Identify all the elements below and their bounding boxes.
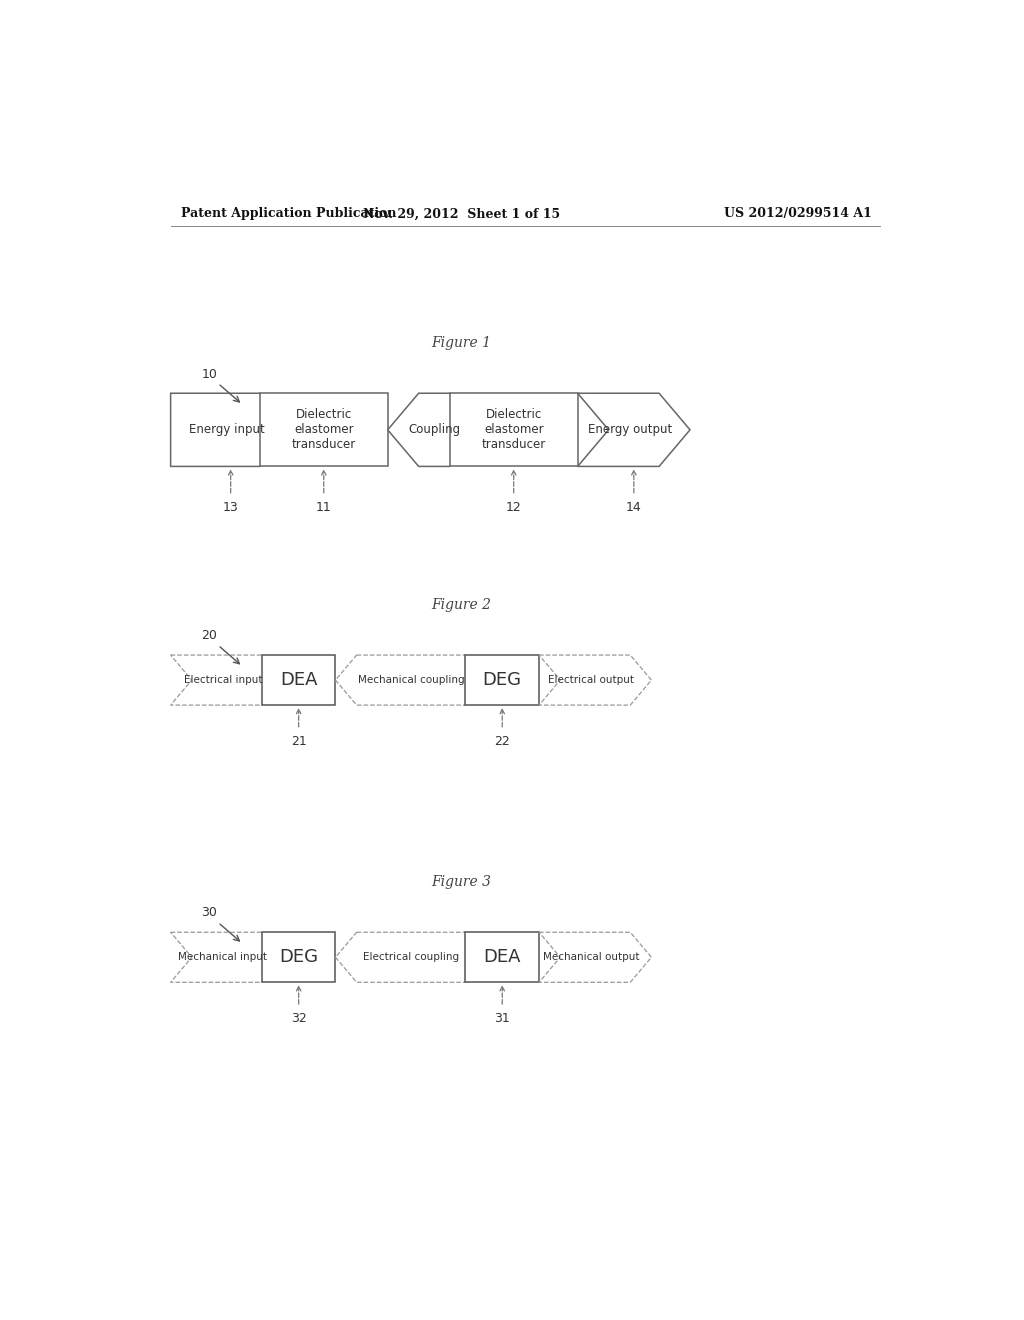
- Text: DEA: DEA: [280, 671, 317, 689]
- Text: 21: 21: [291, 735, 306, 748]
- Bar: [450, 393, 578, 466]
- Text: 11: 11: [315, 502, 332, 515]
- Polygon shape: [578, 393, 690, 466]
- Text: Electrical coupling: Electrical coupling: [362, 952, 459, 962]
- Text: Dielectric
elastomer
transducer: Dielectric elastomer transducer: [292, 408, 356, 451]
- Polygon shape: [539, 655, 651, 705]
- Text: 13: 13: [223, 502, 239, 515]
- Text: DEA: DEA: [483, 948, 521, 966]
- Polygon shape: [388, 393, 480, 466]
- Text: DEG: DEG: [280, 948, 318, 966]
- Text: Figure 2: Figure 2: [431, 598, 492, 612]
- Text: 12: 12: [506, 502, 521, 515]
- Text: 22: 22: [495, 735, 510, 748]
- Text: Patent Application Publication: Patent Application Publication: [180, 207, 396, 220]
- Text: Mechanical coupling: Mechanical coupling: [357, 675, 464, 685]
- Polygon shape: [171, 932, 283, 982]
- Text: Electrical output: Electrical output: [549, 675, 635, 685]
- Polygon shape: [539, 932, 651, 982]
- Text: 20: 20: [202, 630, 217, 643]
- Text: Energy input: Energy input: [189, 424, 264, 437]
- Text: Mechanical output: Mechanical output: [543, 952, 640, 962]
- Text: US 2012/0299514 A1: US 2012/0299514 A1: [724, 207, 872, 220]
- Text: Figure 1: Figure 1: [431, 337, 492, 350]
- Text: DEG: DEG: [482, 671, 522, 689]
- Polygon shape: [336, 932, 486, 982]
- Text: Dielectric
elastomer
transducer: Dielectric elastomer transducer: [481, 408, 546, 451]
- Text: 10: 10: [202, 367, 217, 380]
- Text: Coupling: Coupling: [409, 424, 460, 437]
- Bar: [262, 655, 336, 705]
- Text: Figure 3: Figure 3: [431, 875, 492, 890]
- Text: 32: 32: [291, 1012, 306, 1026]
- Polygon shape: [336, 655, 486, 705]
- Text: Electrical input: Electrical input: [183, 675, 262, 685]
- Bar: [262, 932, 336, 982]
- Text: 30: 30: [202, 907, 217, 920]
- Text: Energy output: Energy output: [588, 424, 672, 437]
- Polygon shape: [171, 393, 291, 466]
- Polygon shape: [171, 655, 283, 705]
- Text: 14: 14: [626, 502, 642, 515]
- Text: Mechanical input: Mechanical input: [178, 952, 267, 962]
- Text: Nov. 29, 2012  Sheet 1 of 15: Nov. 29, 2012 Sheet 1 of 15: [362, 207, 560, 220]
- Bar: [466, 655, 539, 705]
- Bar: [260, 393, 388, 466]
- Bar: [466, 932, 539, 982]
- Text: 31: 31: [495, 1012, 510, 1026]
